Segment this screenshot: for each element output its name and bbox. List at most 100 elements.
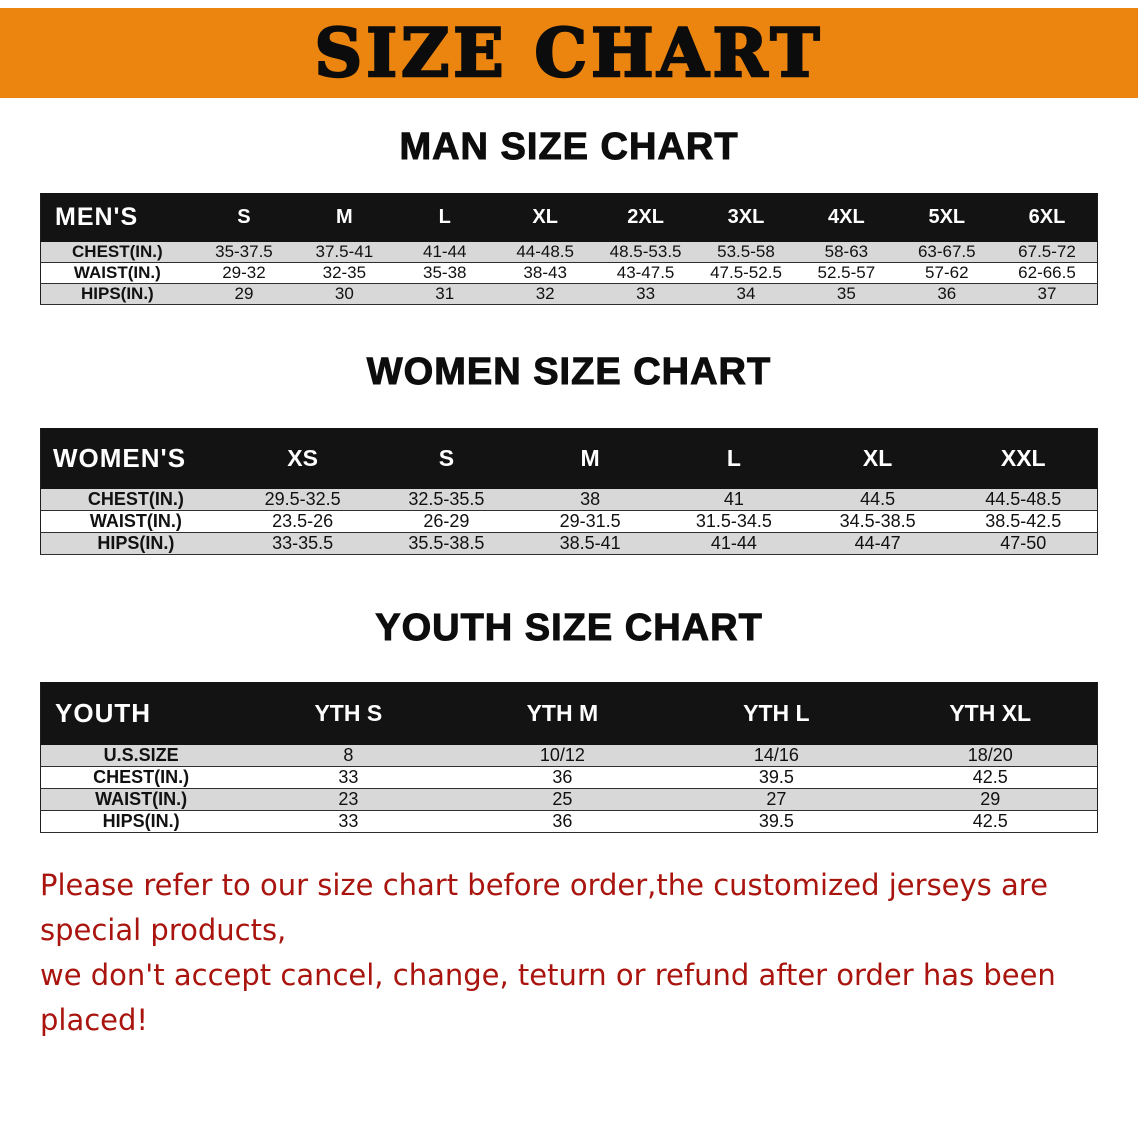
- youth-size-table: YOUTH YTH S YTH M YTH L YTH XL U.S.SIZE …: [40, 682, 1098, 833]
- row-label-cell: WAIST(IN.): [40, 510, 231, 533]
- value-cell: 38.5-42.5: [949, 510, 1098, 533]
- value-cell: 42.5: [883, 766, 1098, 789]
- men-waist-row: WAIST(IN.) 29-32 32-35 35-38 38-43 43-47…: [40, 262, 1098, 284]
- men-header-cell: 5XL: [896, 193, 997, 242]
- row-label-cell: CHEST(IN.): [40, 488, 231, 511]
- men-header-cell: XL: [494, 193, 596, 242]
- value-cell: 29: [193, 283, 295, 305]
- men-header-cell: M: [294, 193, 395, 242]
- order-notice: Please refer to our size chart before or…: [40, 863, 1120, 1043]
- value-cell: 39.5: [669, 766, 884, 789]
- value-cell: 42.5: [883, 810, 1098, 833]
- value-cell: 63-67.5: [896, 241, 997, 263]
- women-header-row: WOMEN'S XS S M L XL XXL: [40, 428, 1098, 489]
- value-cell: 48.5-53.5: [595, 241, 696, 263]
- women-header-cell: XS: [230, 428, 375, 489]
- women-section-heading: WOMEN SIZE CHART: [366, 351, 772, 394]
- value-cell: 39.5: [669, 810, 884, 833]
- value-cell: 43-47.5: [595, 262, 696, 284]
- women-header-cell: XXL: [949, 428, 1098, 489]
- value-cell: 38: [518, 488, 662, 511]
- row-label-cell: WAIST(IN.): [40, 262, 194, 284]
- youth-section-heading: YOUTH SIZE CHART: [375, 607, 763, 650]
- value-cell: 35-38: [394, 262, 495, 284]
- value-cell: 52.5-57: [796, 262, 897, 284]
- value-cell: 53.5-58: [695, 241, 797, 263]
- women-size-table: WOMEN'S XS S M L XL XXL CHEST(IN.) 29.5-…: [40, 428, 1098, 555]
- value-cell: 37.5-41: [294, 241, 395, 263]
- youth-header-cell: YTH XL: [883, 682, 1098, 745]
- value-cell: 35-37.5: [193, 241, 295, 263]
- size-chart-banner: SIZE CHART: [0, 8, 1138, 98]
- women-header-cell: XL: [805, 428, 950, 489]
- value-cell: 31: [394, 283, 495, 305]
- women-header-cell: S: [374, 428, 519, 489]
- men-header-cell: S: [193, 193, 295, 242]
- value-cell: 41: [662, 488, 806, 511]
- value-cell: 34: [695, 283, 797, 305]
- value-cell: 41-44: [394, 241, 495, 263]
- youth-header-cell: YTH L: [669, 682, 884, 745]
- value-cell: 38-43: [494, 262, 596, 284]
- row-label-cell: CHEST(IN.): [40, 766, 242, 789]
- row-label-cell: CHEST(IN.): [40, 241, 194, 263]
- value-cell: 44-47: [805, 532, 950, 555]
- value-cell: 62-66.5: [997, 262, 1098, 284]
- value-cell: 31.5-34.5: [662, 510, 806, 533]
- value-cell: 44-48.5: [494, 241, 596, 263]
- value-cell: 33: [241, 810, 456, 833]
- value-cell: 36: [896, 283, 997, 305]
- women-header-cell: WOMEN'S: [40, 428, 231, 489]
- value-cell: 32.5-35.5: [374, 488, 519, 511]
- banner-title: SIZE CHART: [313, 14, 824, 92]
- value-cell: 33-35.5: [230, 532, 375, 555]
- youth-header-cell: YTH M: [455, 682, 670, 745]
- value-cell: 35.5-38.5: [374, 532, 519, 555]
- men-size-table: MEN'S S M L XL 2XL 3XL 4XL 5XL 6XL CHEST…: [40, 193, 1098, 305]
- value-cell: 23: [241, 788, 456, 811]
- order-notice-line-1: Please refer to our size chart before or…: [40, 868, 1048, 947]
- youth-header-row: YOUTH YTH S YTH M YTH L YTH XL: [40, 682, 1098, 745]
- value-cell: 32: [494, 283, 596, 305]
- row-label-cell: U.S.SIZE: [40, 744, 242, 767]
- value-cell: 29-32: [193, 262, 295, 284]
- youth-header-cell: YOUTH: [40, 682, 242, 745]
- value-cell: 36: [455, 810, 670, 833]
- value-cell: 32-35: [294, 262, 395, 284]
- men-header-cell: L: [394, 193, 495, 242]
- men-hips-row: HIPS(IN.) 29 30 31 32 33 34 35 36 37: [40, 283, 1098, 305]
- size-chart-page: SIZE CHART MAN SIZE CHART MEN'S S M L XL…: [0, 8, 1138, 1140]
- row-label-cell: HIPS(IN.): [40, 810, 242, 833]
- value-cell: 26-29: [374, 510, 519, 533]
- women-header-cell: M: [518, 428, 662, 489]
- value-cell: 57-62: [896, 262, 997, 284]
- youth-header-cell: YTH S: [241, 682, 456, 745]
- value-cell: 8: [241, 744, 456, 767]
- value-cell: 14/16: [669, 744, 884, 767]
- value-cell: 58-63: [796, 241, 897, 263]
- value-cell: 23.5-26: [230, 510, 375, 533]
- women-hips-row: HIPS(IN.) 33-35.5 35.5-38.5 38.5-41 41-4…: [40, 532, 1098, 555]
- men-header-cell: 3XL: [695, 193, 797, 242]
- men-section-heading: MAN SIZE CHART: [399, 126, 739, 169]
- row-label-cell: WAIST(IN.): [40, 788, 242, 811]
- youth-waist-row: WAIST(IN.) 23 25 27 29: [40, 788, 1098, 811]
- women-waist-row: WAIST(IN.) 23.5-26 26-29 29-31.5 31.5-34…: [40, 510, 1098, 533]
- value-cell: 67.5-72: [997, 241, 1098, 263]
- value-cell: 38.5-41: [518, 532, 662, 555]
- value-cell: 37: [997, 283, 1098, 305]
- value-cell: 10/12: [455, 744, 670, 767]
- row-label-cell: HIPS(IN.): [40, 532, 231, 555]
- value-cell: 29.5-32.5: [230, 488, 375, 511]
- women-chest-row: CHEST(IN.) 29.5-32.5 32.5-35.5 38 41 44.…: [40, 488, 1098, 511]
- men-header-cell: 4XL: [796, 193, 897, 242]
- value-cell: 27: [669, 788, 884, 811]
- order-notice-line-2: we don't accept cancel, change, teturn o…: [40, 957, 1056, 1037]
- value-cell: 33: [595, 283, 696, 305]
- row-label-cell: HIPS(IN.): [40, 283, 194, 305]
- value-cell: 29: [883, 788, 1098, 811]
- men-header-cell: 6XL: [997, 193, 1098, 242]
- value-cell: 36: [455, 766, 670, 789]
- men-header-row: MEN'S S M L XL 2XL 3XL 4XL 5XL 6XL: [40, 193, 1098, 242]
- men-header-cell: 2XL: [595, 193, 696, 242]
